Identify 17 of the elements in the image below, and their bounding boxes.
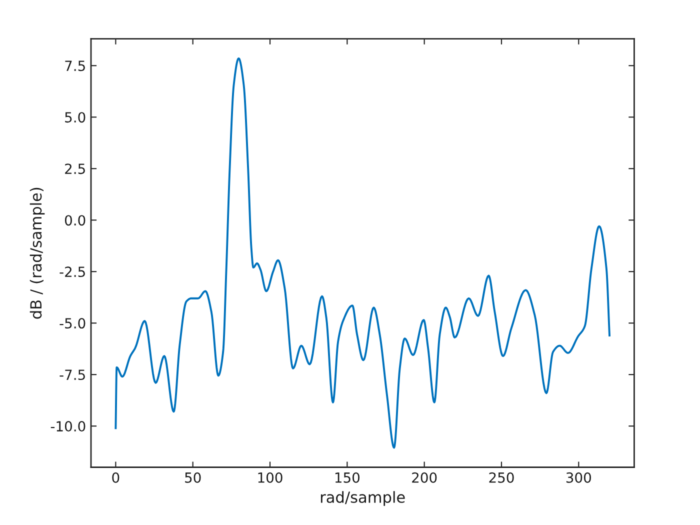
y-tick-label: -2.5 (60, 266, 85, 278)
y-axis-title: dB / (rad/sample) (30, 188, 45, 319)
x-tick-label: 50 (185, 472, 201, 483)
y-tick-label: -10.0 (50, 421, 86, 432)
x-tick-label: 250 (489, 472, 514, 483)
x-axis-title: rad/sample (320, 491, 405, 506)
y-tick-label: 0.0 (64, 215, 86, 226)
y-tick-label: 7.5 (65, 60, 85, 72)
x-tick-label: 200 (412, 472, 437, 483)
x-tick-label: 150 (335, 472, 360, 483)
y-tick-label: 5.0 (65, 112, 86, 123)
y-tick-label: -7.5 (60, 370, 85, 380)
x-tick-label: 0 (112, 472, 120, 483)
x-tick-label: 100 (258, 472, 282, 483)
x-tick-label: 300 (566, 472, 591, 483)
y-tick-label: 2.5 (65, 164, 85, 174)
y-tick-label: -5.0 (60, 318, 86, 329)
